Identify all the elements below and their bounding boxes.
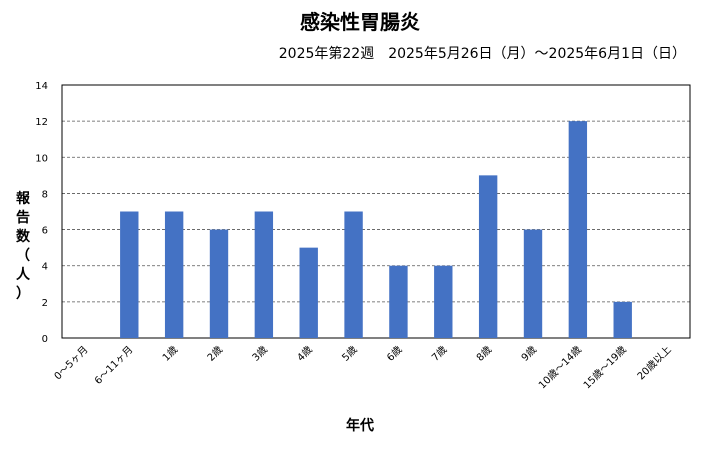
x-tick-label: 6～11ヶ月 [92, 344, 135, 387]
y-tick-label: 14 [35, 81, 48, 92]
bar [389, 265, 408, 338]
x-tick-label: 7歳 [429, 344, 449, 364]
x-tick-label: 8歳 [474, 344, 494, 364]
y-tick-label: 4 [42, 262, 48, 273]
y-tick-label: 8 [42, 189, 48, 200]
y-tick-label: 0 [42, 334, 48, 345]
x-axis-label: 年代 [346, 418, 374, 434]
bar [434, 265, 453, 338]
x-tick-label: 1歳 [160, 344, 180, 364]
x-tick-label: 3歳 [250, 344, 270, 364]
x-tick-label: 2歳 [205, 344, 225, 364]
bar [164, 211, 184, 338]
y-tick-label: 10 [35, 153, 48, 164]
x-tick-label: 9歳 [519, 344, 539, 364]
bar [209, 229, 229, 338]
x-tick-label: 5歳 [340, 344, 360, 364]
x-tick-label: 0～5ヶ月 [52, 344, 91, 383]
bar [613, 301, 632, 338]
bar [523, 229, 543, 338]
bar [254, 211, 274, 338]
x-tick-label: 6歳 [384, 344, 404, 364]
bar [568, 121, 588, 339]
x-tick-label: 4歳 [295, 344, 315, 364]
bar [299, 247, 318, 338]
x-tick-label: 20歳以上 [635, 344, 674, 383]
chart-subtitle: 2025年第22週 2025年5月26日（月）～2025年6月1日（日） [278, 46, 686, 62]
y-axis-label: 報告数（人） [16, 191, 30, 302]
bar [120, 211, 139, 338]
chart-title: 感染性胃腸炎 [300, 10, 420, 34]
y-tick-label: 12 [35, 117, 48, 128]
x-tick-label: 10歳～14歳 [536, 344, 584, 392]
bar [478, 175, 498, 338]
plot-frame [61, 84, 691, 339]
bar [344, 211, 363, 338]
y-tick-label: 2 [42, 298, 48, 309]
y-tick-label: 6 [42, 226, 48, 237]
x-tick-label: 15歳～19歳 [581, 344, 629, 392]
